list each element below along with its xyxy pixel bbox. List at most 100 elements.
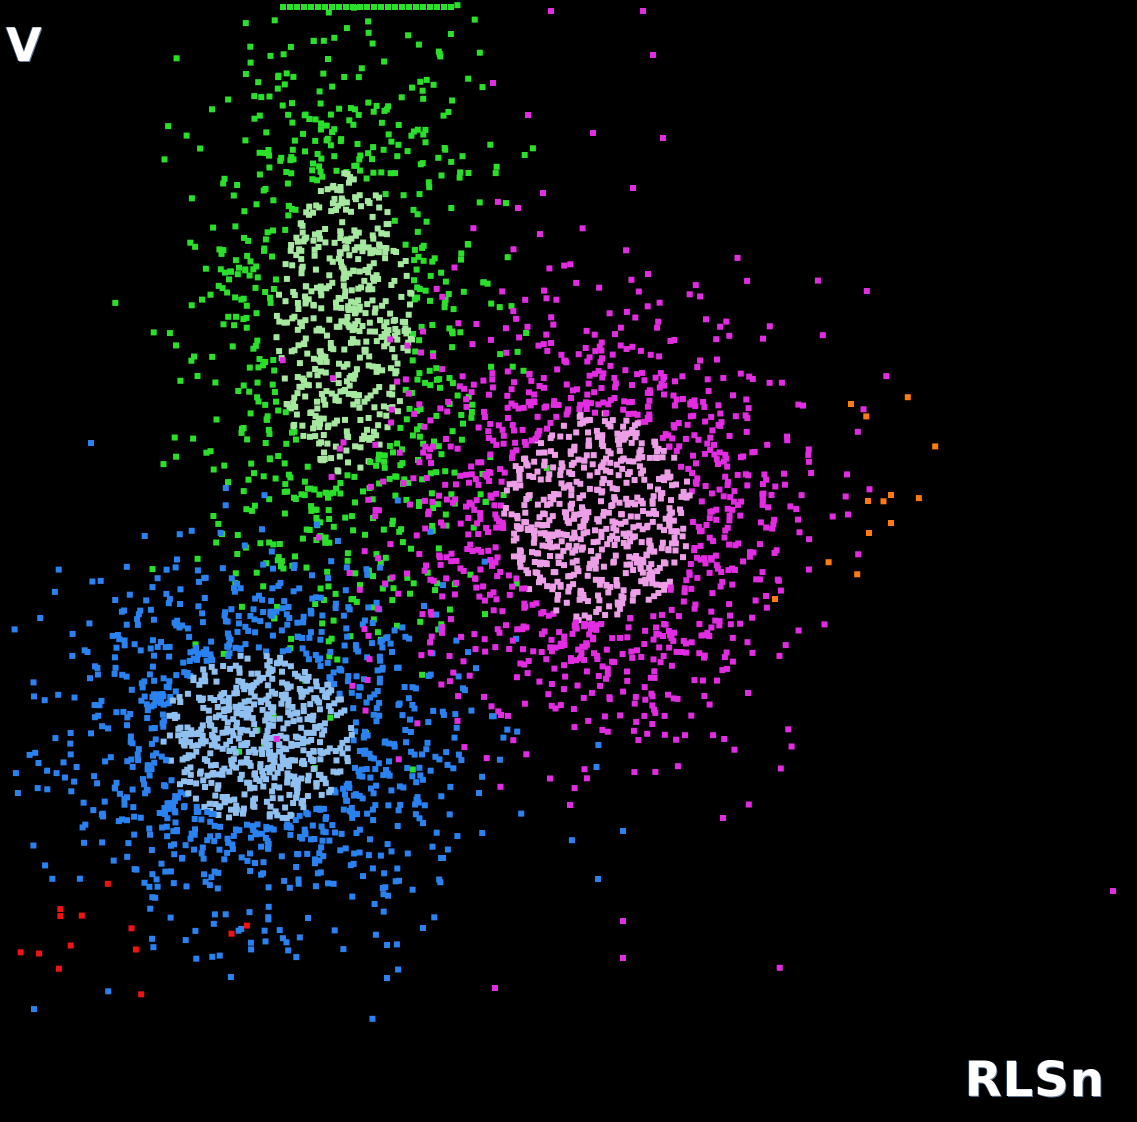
data-point [709,508,716,515]
data-point [523,624,530,631]
data-point [285,212,292,219]
data-point [261,247,267,254]
data-point [260,859,267,866]
data-point [416,433,423,440]
data-point [325,422,332,429]
data-point [211,726,218,733]
data-point [248,685,255,692]
data-point [276,715,283,722]
data-point [301,112,308,119]
data-point [468,408,475,415]
data-point [237,645,244,652]
data-point [282,409,289,416]
data-point-outlier [567,802,573,808]
data-point [671,629,678,636]
data-point [443,554,450,561]
data-point [166,330,173,337]
data-point [111,670,118,677]
data-point [198,677,205,684]
data-point [360,873,366,880]
data-point [441,304,448,311]
data-point [350,4,356,10]
data-point [489,370,496,377]
data-point [460,288,467,295]
data-point [361,432,368,439]
data-point [221,796,228,803]
data-point [600,563,607,570]
data-point [492,559,499,566]
data-point [225,694,232,701]
data-point [362,346,369,353]
data-point [427,4,433,10]
data-point [342,288,349,295]
data-point [250,606,257,613]
data-point [202,738,209,745]
data-point-outlier [384,942,390,948]
data-point [521,152,528,158]
data-point [266,658,273,665]
data-point [409,766,416,773]
data-point [577,524,584,530]
data-point [53,770,60,777]
data-point [347,633,354,640]
data-point [224,630,231,637]
data-point [520,367,527,374]
data-point [111,654,118,661]
data-point [207,818,214,825]
data-point [617,457,624,464]
data-point [658,582,665,589]
data-point [273,736,280,742]
data-point [325,689,332,696]
data-point [621,398,628,405]
data-point [403,739,409,746]
data-point [262,835,269,841]
data-point [550,610,557,617]
data-point [184,724,191,731]
data-point [586,631,593,638]
data-point [375,456,382,463]
data-point [423,562,430,569]
data-point [489,562,495,569]
data-point [312,366,319,372]
data-point [693,460,699,467]
data-point [599,488,606,495]
data-point [281,81,288,88]
data-point [506,481,513,488]
data-point [221,714,228,721]
data-point [217,823,223,830]
data-point [641,377,648,384]
data-point [414,426,421,433]
data-point [471,16,478,23]
data-point [579,225,586,232]
data-point-outlier [650,52,656,58]
data-point [606,603,613,610]
data-point [646,564,653,571]
data-point [557,583,564,590]
data-point [310,37,317,44]
data-point [161,805,168,811]
data-point [337,138,344,145]
data-point [194,742,201,749]
data-point [406,635,413,642]
data-point [162,644,169,651]
data-point [437,384,443,391]
data-point [265,722,272,728]
data-point [143,786,150,793]
data-point [358,203,364,210]
data-point [521,700,528,707]
data-point [314,398,320,405]
data-point [292,817,299,823]
data-point [548,636,555,643]
data-point [310,766,317,772]
data-point [471,506,478,513]
data-point [350,705,357,712]
data-point [628,276,635,283]
data-point [543,295,550,302]
data-point [67,942,74,949]
data-point [255,364,262,371]
data-point [659,611,665,618]
data-point [254,379,261,386]
data-point [845,511,851,518]
data-point [352,570,359,577]
data-point [268,735,274,741]
